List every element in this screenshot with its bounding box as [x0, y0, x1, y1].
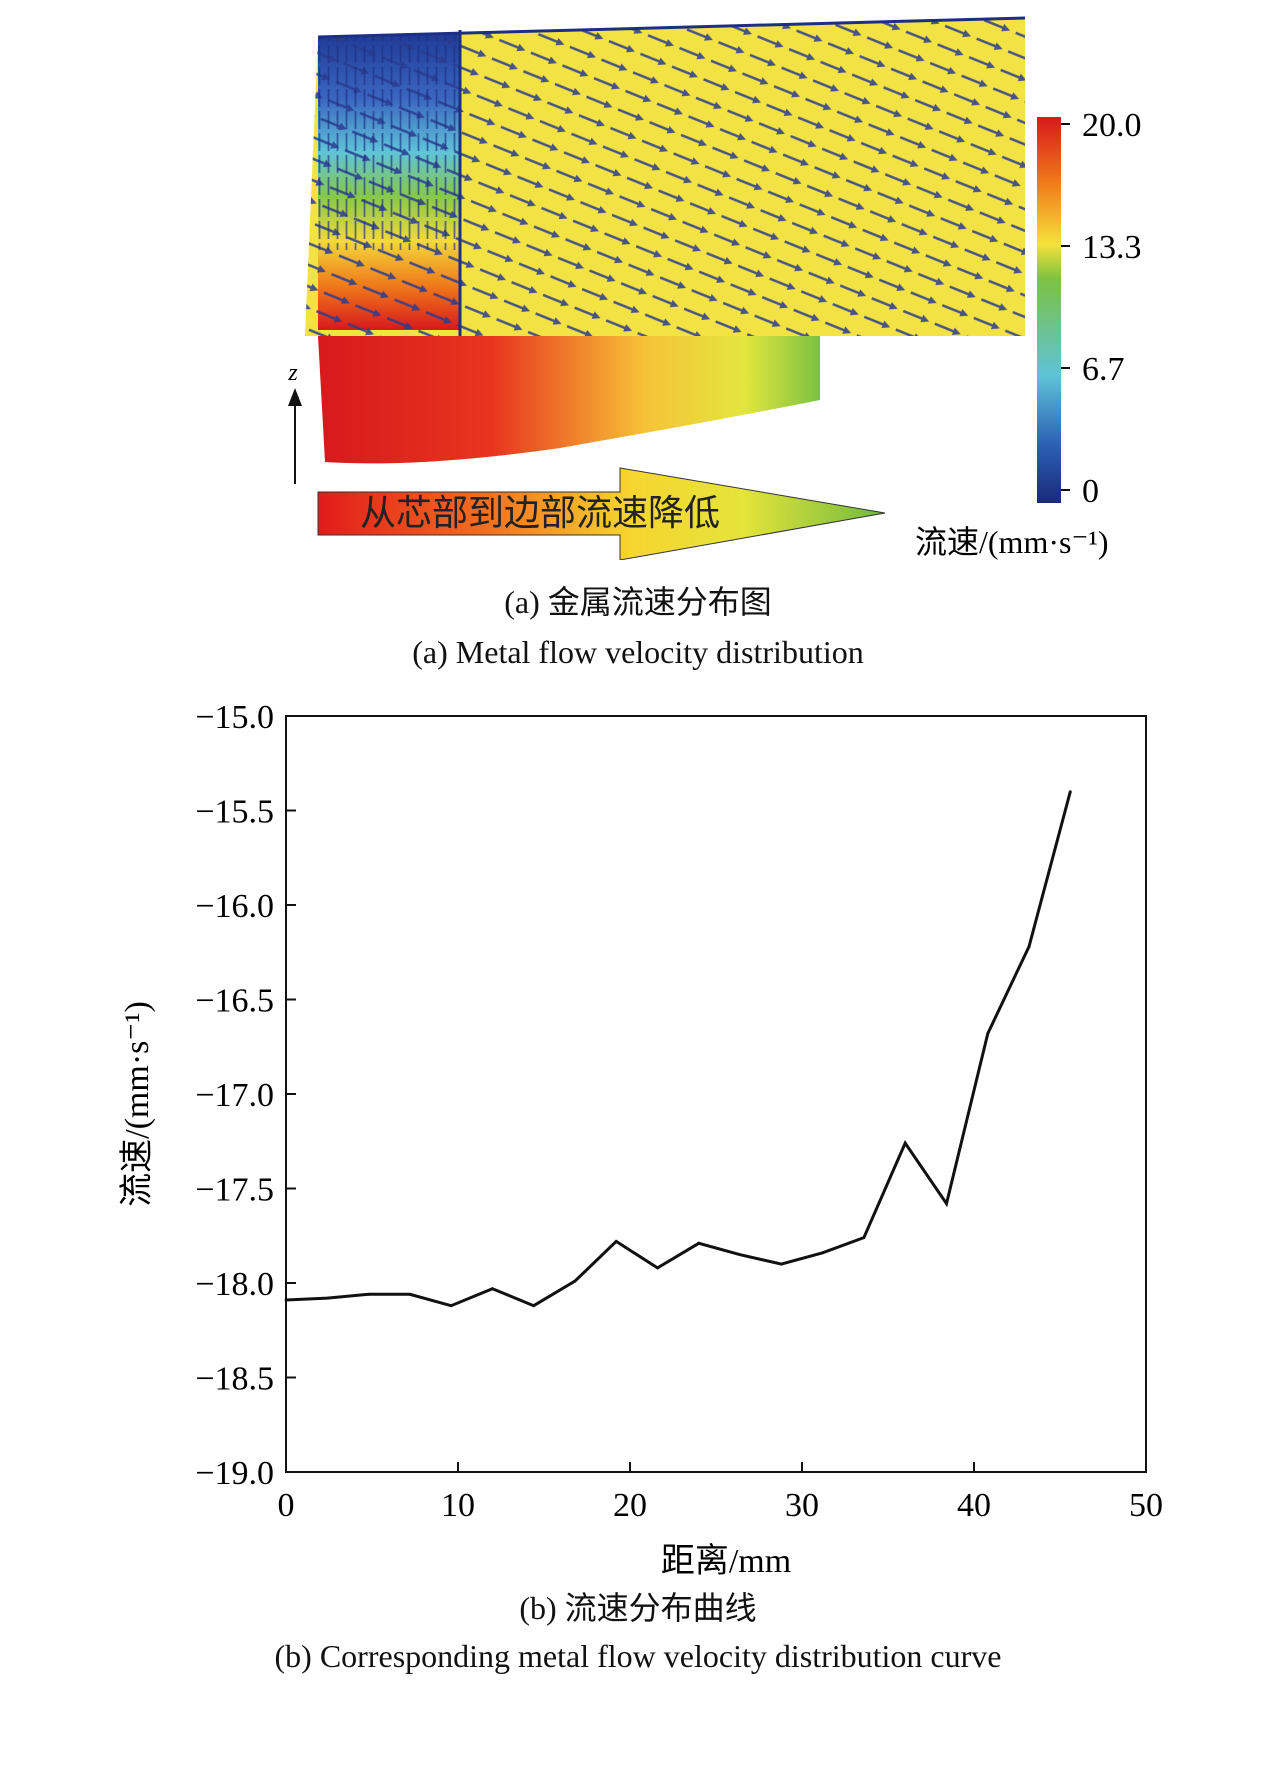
colorbar-tick-label: 6.7	[1082, 351, 1125, 388]
y-tick-label: −18.5	[195, 1361, 274, 1398]
y-tick-label: −15.0	[195, 700, 274, 736]
velocity-direction-arrow: 从芯部到边部流速降低	[317, 467, 886, 560]
panel-a-caption-en: (a) Metal flow velocity distribution	[412, 634, 864, 670]
velocity-data-point	[491, 1287, 494, 1291]
panel-a-caption-cn: (a) 金属流速分布图	[504, 584, 772, 620]
x-axis-label: 距离/mm	[661, 1542, 791, 1580]
x-tick-label: 50	[1129, 1487, 1163, 1524]
velocity-data-point	[573, 1279, 577, 1283]
colorbar-label: 流速/(mm·s⁻¹)	[915, 524, 1109, 560]
velocity-data-point	[738, 1253, 742, 1257]
y-tick-label: −18.0	[195, 1266, 274, 1303]
y-axis-label: 流速/(mm·s⁻¹)	[118, 1001, 156, 1207]
z-axis-indicator: z	[287, 360, 302, 484]
velocity-data-point	[408, 1292, 412, 1296]
x-tick-label: 20	[613, 1487, 647, 1524]
colorbar-tick-label: 13.3	[1082, 229, 1142, 266]
velocity-data-point	[325, 1296, 329, 1300]
velocity-data-point	[821, 1251, 825, 1255]
velocity-data-point	[614, 1240, 618, 1243]
y-tick-label: −16.5	[195, 983, 274, 1020]
velocity-data-point	[284, 1298, 288, 1302]
velocity-data-point	[903, 1141, 907, 1145]
plot-frame	[285, 715, 1147, 1473]
colorbar-tick-label: 0	[1082, 473, 1099, 510]
velocity-data-point	[1068, 790, 1072, 793]
y-tick-label: −17.0	[195, 1077, 274, 1114]
velocity-curve-chart: 0 10 20 30 40 50 −15.0 −15.5 −16.0 −16.5 −17.0 −17.…	[118, 700, 1163, 1580]
x-tick-label: 40	[957, 1487, 991, 1524]
velocity-data-point	[449, 1304, 453, 1308]
z-axis-label: z	[287, 360, 298, 386]
colorbar-tick-label: 20.0	[1082, 107, 1142, 144]
panel-a: z 从芯部到边部流速降低 20.0 13.3 6.7 0 流速/(mm·s⁻¹)	[287, 16, 1142, 560]
velocity-data-point	[986, 1032, 990, 1035]
y-tick-label: −17.5	[195, 1172, 274, 1209]
x-tick-label: 0	[278, 1487, 295, 1524]
flow-velocity-field	[305, 16, 1026, 464]
velocity-data-point	[697, 1241, 701, 1245]
velocity-data-point	[945, 1202, 948, 1206]
x-tick-label: 30	[785, 1487, 819, 1524]
panel-b-caption-cn: (b) 流速分布曲线	[519, 1590, 757, 1626]
x-tick-label: 10	[441, 1487, 475, 1524]
velocity-data-point	[656, 1266, 659, 1270]
velocity-series-line	[285, 791, 1072, 1308]
panel-b-caption-en: (b) Corresponding metal flow velocity di…	[274, 1638, 1002, 1674]
velocity-data-point	[779, 1262, 783, 1266]
colorbar: 20.0 13.3 6.7 0 流速/(mm·s⁻¹)	[915, 107, 1142, 560]
velocity-data-point	[1027, 945, 1031, 948]
velocity-data-point	[367, 1292, 370, 1296]
velocity-data-point	[532, 1304, 536, 1308]
y-tick-label: −16.0	[195, 888, 274, 925]
y-tick-label: −15.5	[195, 794, 274, 831]
velocity-data-point	[862, 1236, 866, 1240]
direction-arrow-text: 从芯部到边部流速降低	[360, 493, 720, 533]
y-tick-label: −19.0	[195, 1455, 274, 1492]
